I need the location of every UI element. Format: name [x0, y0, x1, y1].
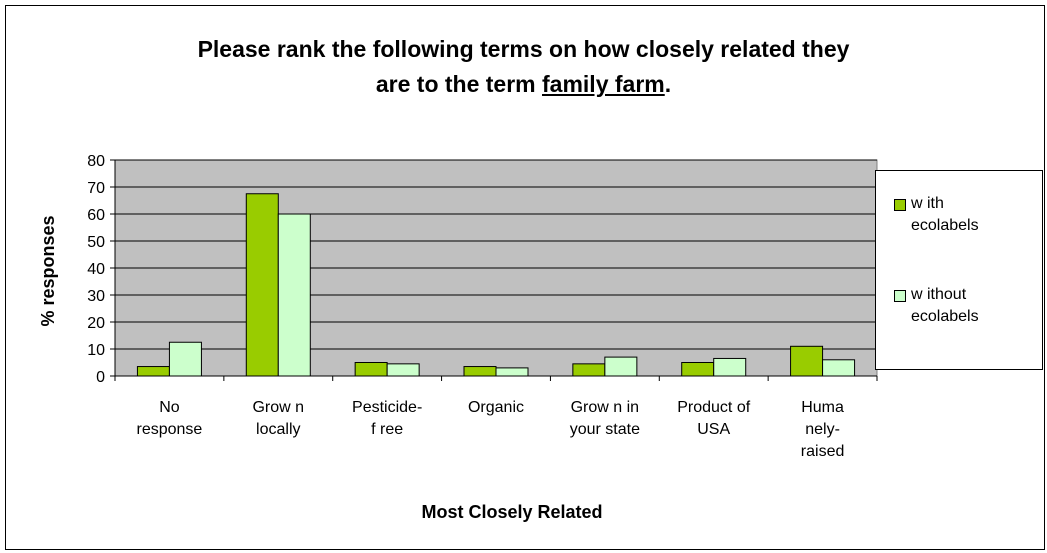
- bar-with-ecolabels: [790, 345, 824, 377]
- y-tick-label: 30: [87, 288, 105, 305]
- x-tick-label: locally: [256, 421, 300, 438]
- x-tick-label: f ree: [371, 421, 403, 438]
- chart-title-line-1: Please rank the following terms on how c…: [197, 36, 850, 62]
- chart-title-line-2-prefix: are to the term: [375, 71, 543, 97]
- y-tick-label: 50: [87, 234, 105, 251]
- legend-label-line: ecolabels: [911, 308, 979, 325]
- bar-without-ecolabels: [822, 359, 856, 377]
- legend-entry-with-ecolabels: w ith ecolabels: [894, 193, 1031, 237]
- y-tick-label: 80: [87, 153, 105, 170]
- legend-label-line: w ithout: [911, 286, 967, 303]
- bar-with-ecolabels: [136, 366, 170, 377]
- y-axis-label: % responses: [38, 215, 58, 326]
- legend-swatch: [894, 199, 906, 211]
- x-axis-label: Most Closely Related: [421, 502, 602, 522]
- x-tick-label: Product of: [677, 399, 750, 416]
- bar-with-ecolabels: [681, 362, 715, 377]
- y-tick-label: 60: [87, 207, 105, 224]
- legend-entry-without-ecolabels: w ithout ecolabels: [894, 284, 1031, 328]
- bar-without-ecolabels: [495, 367, 529, 377]
- x-tick-label: Grow n in: [571, 399, 639, 416]
- bar-with-ecolabels: [572, 363, 606, 377]
- x-tick-label: raised: [801, 443, 845, 460]
- x-tick-label: No: [159, 399, 180, 416]
- bar-with-ecolabels: [354, 362, 388, 377]
- bar-without-ecolabels: [713, 357, 747, 377]
- x-tick-label: Pesticide-: [352, 399, 422, 416]
- y-tick-label: 0: [96, 369, 105, 386]
- legend-label-line: w ith: [911, 195, 944, 212]
- plot-area: 0 10 20 30 40 50 60 70 80 No response Grow n locally…: [87, 153, 878, 460]
- chart-title-line-2: are to the term family farm.: [0, 67, 1047, 102]
- x-tick-label: USA: [697, 421, 730, 438]
- x-tick-label: Huma: [801, 399, 844, 416]
- bar-without-ecolabels: [604, 356, 638, 377]
- x-tick-label: nely-: [805, 421, 840, 438]
- x-tick-label: response: [137, 421, 203, 438]
- bar-without-ecolabels: [386, 363, 420, 377]
- chart-title-line-2-suffix: .: [664, 71, 672, 97]
- bar-with-ecolabels: [463, 366, 497, 377]
- y-tick-label: 40: [87, 261, 105, 278]
- bar-with-ecolabels: [245, 193, 279, 377]
- legend-swatch: [894, 290, 906, 302]
- bar-without-ecolabels: [277, 213, 311, 377]
- y-tick-label: 20: [87, 315, 105, 332]
- legend-label-line: ecolabels: [911, 217, 979, 234]
- y-tick-label: 10: [87, 342, 105, 359]
- x-tick-label: Grow n: [252, 399, 304, 416]
- legend: w ith ecolabels w ithout ecolabels: [875, 170, 1043, 370]
- x-tick-label: Organic: [468, 399, 524, 416]
- bar-without-ecolabels: [168, 341, 202, 377]
- x-tick-label: your state: [570, 421, 640, 438]
- y-tick-label: 70: [87, 180, 105, 197]
- chart-title-underlined-term: family farm: [542, 71, 665, 97]
- legend-label: w ith ecolabels: [911, 193, 1031, 237]
- legend-label: w ithout ecolabels: [911, 284, 1031, 328]
- chart-title: Please rank the following terms on how c…: [0, 32, 1047, 102]
